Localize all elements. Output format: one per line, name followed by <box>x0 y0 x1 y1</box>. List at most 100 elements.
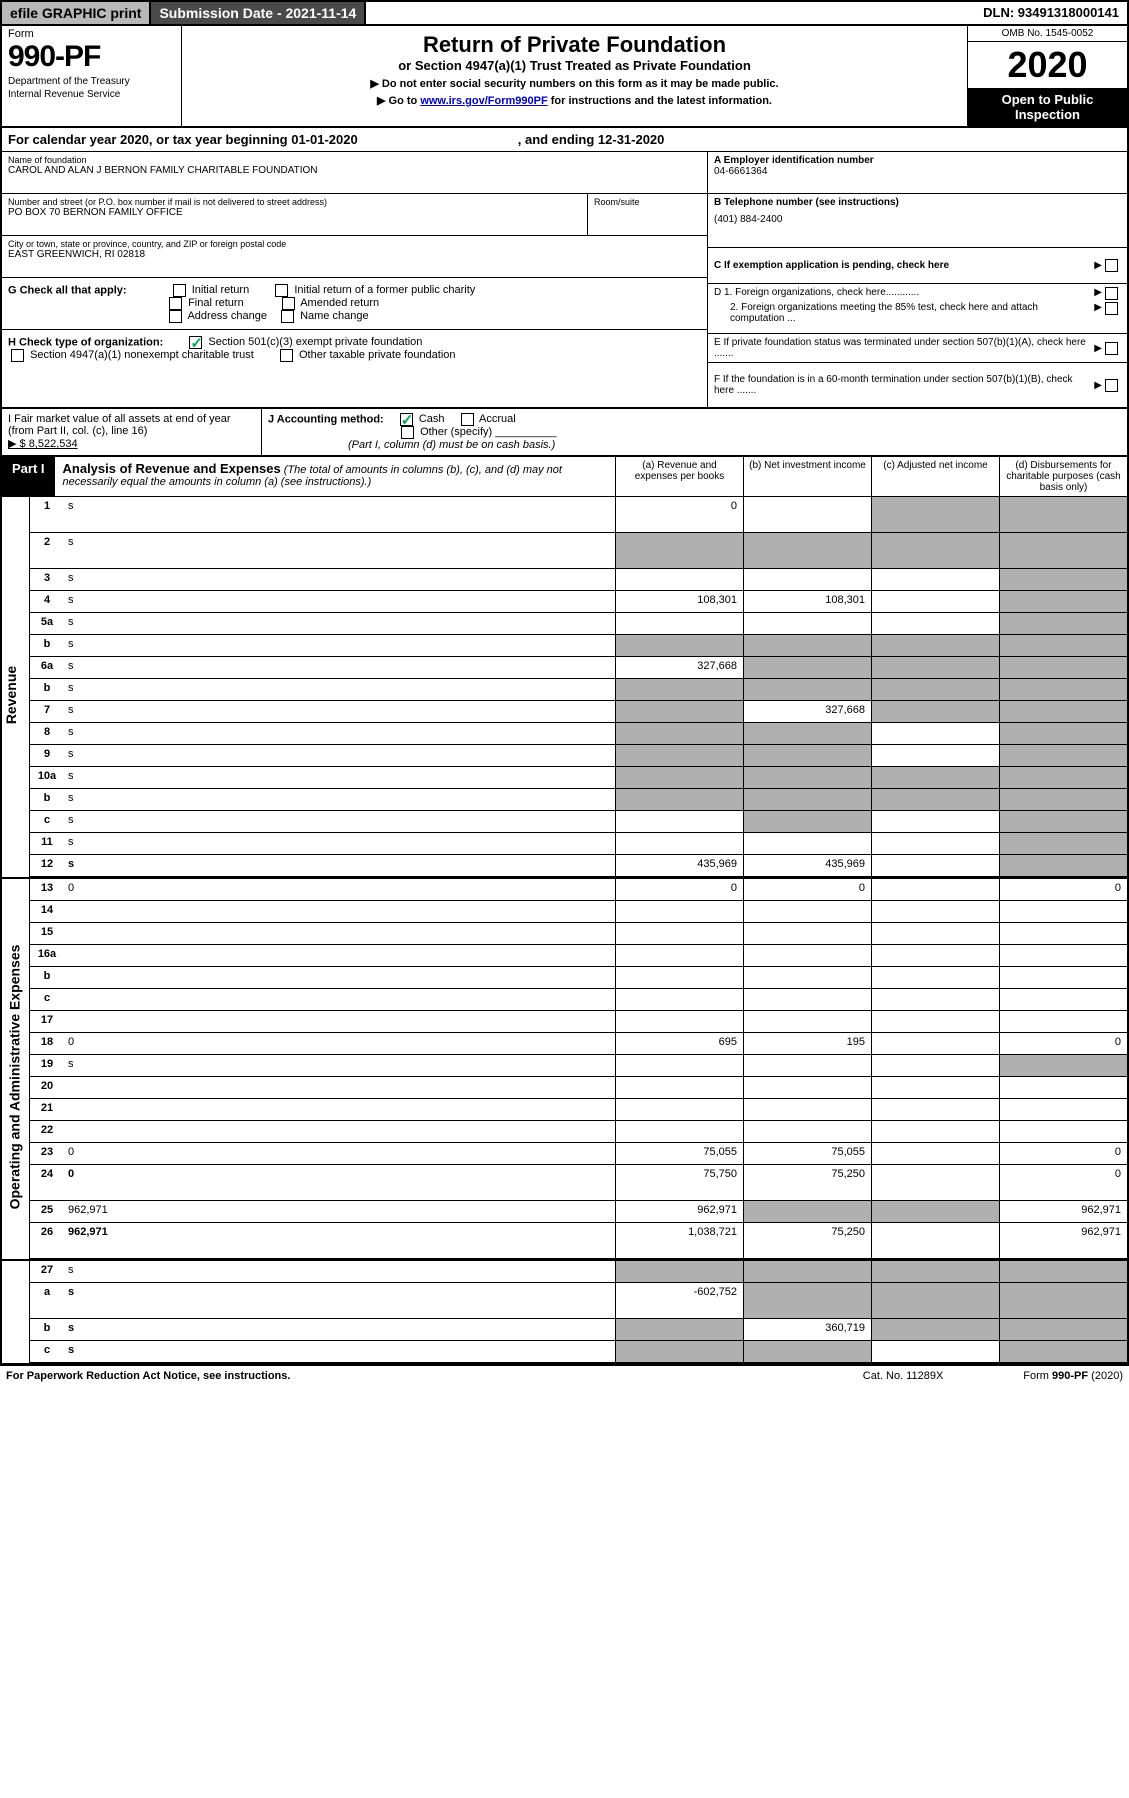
city-label: City or town, state or province, country… <box>8 239 701 249</box>
foundation-name: CAROL AND ALAN J BERNON FAMILY CHARITABL… <box>8 165 701 176</box>
value-cell <box>615 833 743 854</box>
part1-title-text: Analysis of Revenue and Expenses <box>63 461 281 476</box>
checkbox-other-acct[interactable] <box>401 426 414 439</box>
checkbox-amended[interactable] <box>282 297 295 310</box>
table-row: 11s <box>30 833 1127 855</box>
value-cell <box>871 1121 999 1142</box>
line-number: 19 <box>30 1055 64 1076</box>
value-cell <box>871 635 999 656</box>
table-row: 10as <box>30 767 1127 789</box>
value-cell <box>743 635 871 656</box>
line-desc: 0 <box>64 1143 615 1164</box>
c-label: C If exemption application is pending, c… <box>714 260 1094 271</box>
line-desc: 0 <box>64 879 615 900</box>
value-cell <box>743 613 871 634</box>
checkbox-cash[interactable] <box>400 413 413 426</box>
value-cell <box>871 1099 999 1120</box>
value-cell <box>999 833 1127 854</box>
value-cell <box>999 1121 1127 1142</box>
checkbox-initial-former[interactable] <box>275 284 288 297</box>
value-cell <box>999 679 1127 700</box>
header-right: OMB No. 1545-0052 2020 Open to Public In… <box>967 26 1127 126</box>
i-cell: I Fair market value of all assets at end… <box>2 409 262 455</box>
value-cell: 195 <box>743 1033 871 1054</box>
line-desc: s <box>64 591 615 612</box>
value-cell: 108,301 <box>743 591 871 612</box>
value-cell <box>743 811 871 832</box>
value-cell <box>743 789 871 810</box>
g-opt-4: Address change <box>187 310 267 322</box>
irs-link[interactable]: www.irs.gov/Form990PF <box>420 95 547 107</box>
table-row: 25962,971962,971962,971 <box>30 1201 1127 1223</box>
cal-year-end: , and ending 12-31-2020 <box>518 132 665 147</box>
value-cell <box>871 533 999 568</box>
checkbox-name[interactable] <box>281 310 294 323</box>
checkbox-c[interactable] <box>1105 259 1118 272</box>
g-opt-3: Amended return <box>300 297 379 309</box>
value-cell <box>615 1011 743 1032</box>
value-cell <box>615 967 743 988</box>
line-desc: s <box>64 811 615 832</box>
line-desc <box>64 989 615 1010</box>
checkbox-other-tax[interactable] <box>280 349 293 362</box>
footer-right: Form 990-PF (2020) <box>1023 1370 1123 1382</box>
line-number: 3 <box>30 569 64 590</box>
h-row: H Check type of organization: Section 50… <box>2 330 707 368</box>
line-number: a <box>30 1283 64 1318</box>
checkbox-d1[interactable] <box>1105 287 1118 300</box>
part1-title: Analysis of Revenue and Expenses (The to… <box>55 457 615 496</box>
value-cell <box>999 767 1127 788</box>
revenue-label-text: Revenue <box>3 666 19 724</box>
value-cell <box>999 657 1127 678</box>
expenses-section: Operating and Administrative Expenses 13… <box>2 877 1127 1259</box>
line-number: 24 <box>30 1165 64 1200</box>
value-cell <box>871 613 999 634</box>
checkbox-initial[interactable] <box>173 284 186 297</box>
line-desc <box>64 945 615 966</box>
checkbox-accrual[interactable] <box>461 413 474 426</box>
expenses-label: Operating and Administrative Expenses <box>2 879 30 1259</box>
value-cell <box>615 723 743 744</box>
value-cell <box>615 635 743 656</box>
value-cell <box>615 1121 743 1142</box>
value-cell <box>871 1283 999 1318</box>
line-number: 6a <box>30 657 64 678</box>
line-desc: s <box>64 569 615 590</box>
value-cell <box>999 701 1127 722</box>
info-right: A Employer identification number 04-6661… <box>707 152 1127 407</box>
value-cell: 435,969 <box>743 855 871 876</box>
table-row: 8s <box>30 723 1127 745</box>
value-cell <box>871 879 999 900</box>
checkbox-d2[interactable] <box>1105 302 1118 315</box>
value-cell <box>871 723 999 744</box>
value-cell <box>999 989 1127 1010</box>
line-number: 26 <box>30 1223 64 1258</box>
value-cell <box>871 833 999 854</box>
checkbox-address[interactable] <box>169 310 182 323</box>
g-label: G Check all that apply: <box>8 284 127 296</box>
table-row: 20 <box>30 1077 1127 1099</box>
table-row: bs360,719 <box>30 1319 1127 1341</box>
checkbox-4947[interactable] <box>11 349 24 362</box>
line-desc <box>64 1011 615 1032</box>
part1-label: Part I <box>2 457 55 496</box>
checkbox-final[interactable] <box>169 297 182 310</box>
line-desc: s <box>64 723 615 744</box>
table-row: bs <box>30 635 1127 657</box>
value-cell <box>871 967 999 988</box>
j-other: Other (specify) <box>420 426 492 438</box>
checkbox-501c3[interactable] <box>189 336 202 349</box>
checkbox-f[interactable] <box>1105 379 1118 392</box>
phone-label: B Telephone number (see instructions) <box>714 197 1121 208</box>
value-cell: 75,750 <box>615 1165 743 1200</box>
ij-right-spacer <box>707 409 1127 455</box>
line-desc: 962,971 <box>64 1201 615 1222</box>
value-cell <box>615 767 743 788</box>
line-number: 22 <box>30 1121 64 1142</box>
checkbox-e[interactable] <box>1105 342 1118 355</box>
value-cell <box>615 945 743 966</box>
form-title: Return of Private Foundation <box>188 32 961 58</box>
c-cell: C If exemption application is pending, c… <box>708 248 1127 284</box>
j-cell: J Accounting method: Cash Accrual Other … <box>262 409 707 455</box>
value-cell: 0 <box>615 879 743 900</box>
